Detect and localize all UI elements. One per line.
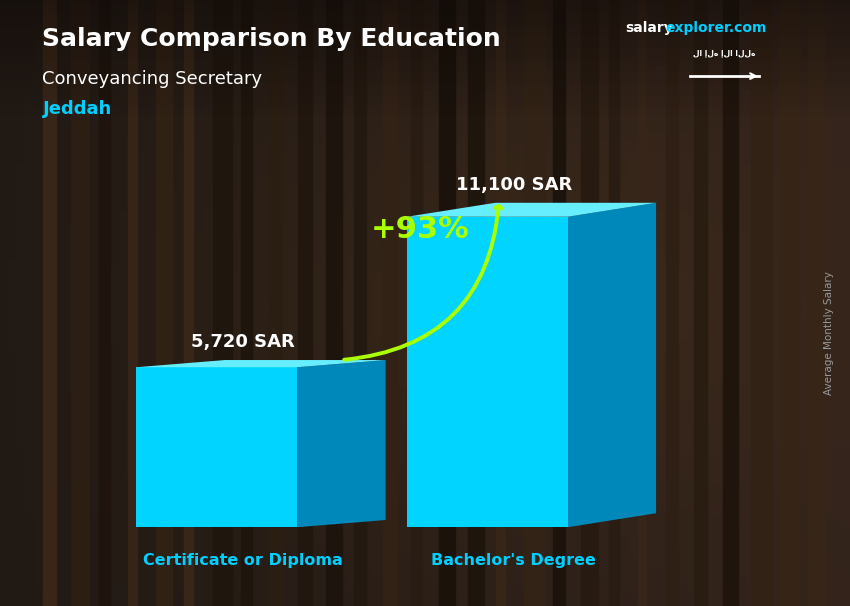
Bar — [808, 0, 824, 606]
Bar — [42, 0, 56, 606]
Text: Conveyancing Secretary: Conveyancing Secretary — [42, 70, 263, 88]
Bar — [71, 0, 88, 606]
Polygon shape — [568, 203, 656, 527]
Bar — [411, 0, 422, 606]
Bar — [638, 0, 647, 606]
Bar — [581, 0, 598, 606]
Text: لا إله إلا الله: لا إله إلا الله — [694, 48, 756, 57]
Text: Average Monthly Salary: Average Monthly Salary — [824, 271, 834, 395]
Bar — [212, 0, 231, 606]
Bar — [382, 0, 397, 606]
Bar — [99, 0, 110, 606]
Text: 11,100 SAR: 11,100 SAR — [456, 176, 572, 194]
Text: explorer.com: explorer.com — [666, 21, 767, 35]
Bar — [751, 0, 772, 606]
Text: Salary Comparison By Education: Salary Comparison By Education — [42, 27, 501, 52]
FancyBboxPatch shape — [407, 217, 568, 527]
Bar — [354, 0, 366, 606]
Bar — [128, 0, 137, 606]
Bar — [666, 0, 677, 606]
Bar — [524, 0, 545, 606]
Polygon shape — [407, 203, 656, 217]
FancyBboxPatch shape — [136, 367, 298, 527]
Polygon shape — [136, 360, 386, 367]
Bar — [552, 0, 565, 606]
Bar — [241, 0, 252, 606]
Bar — [298, 0, 311, 606]
Text: salary: salary — [625, 21, 672, 35]
Text: Certificate or Diploma: Certificate or Diploma — [144, 553, 343, 568]
Bar — [496, 0, 505, 606]
Bar — [184, 0, 193, 606]
Text: Jeddah: Jeddah — [42, 100, 111, 118]
Bar — [779, 0, 800, 606]
Bar — [468, 0, 484, 606]
Bar — [439, 0, 456, 606]
Text: +93%: +93% — [371, 215, 470, 244]
Bar — [609, 0, 619, 606]
Bar — [694, 0, 706, 606]
Bar — [722, 0, 738, 606]
Bar — [269, 0, 281, 606]
Text: Bachelor's Degree: Bachelor's Degree — [431, 553, 596, 568]
Polygon shape — [298, 360, 386, 527]
Bar — [156, 0, 172, 606]
Bar — [326, 0, 343, 606]
Text: 5,720 SAR: 5,720 SAR — [191, 333, 295, 351]
